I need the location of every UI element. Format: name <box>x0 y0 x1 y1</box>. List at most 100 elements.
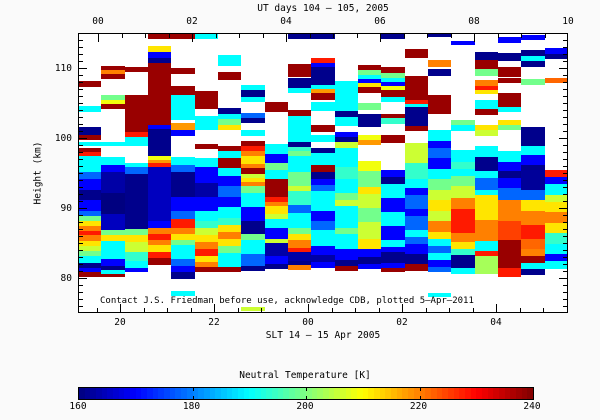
colorbar-segment <box>391 388 398 399</box>
heatmap-cell <box>101 142 125 146</box>
heatmap-cell <box>218 72 241 80</box>
colorbar-segment <box>175 388 182 399</box>
heatmap-cell <box>288 205 311 213</box>
heatmap-cell <box>241 234 265 240</box>
colorbar-segment <box>436 388 443 399</box>
heatmap-cell <box>521 263 545 269</box>
colorbar-segment <box>323 388 330 399</box>
heatmap-cell <box>288 151 311 156</box>
heatmap-cell <box>358 249 381 257</box>
heatmap-cell <box>311 191 335 211</box>
heatmap-cell <box>79 268 101 272</box>
heatmap-cell <box>218 225 241 232</box>
heatmap-cell <box>521 225 545 239</box>
axis-tick <box>79 89 83 90</box>
heatmap-cell <box>428 200 451 211</box>
heatmap-cell <box>79 179 101 190</box>
axis-tick <box>563 264 567 265</box>
axis-tick <box>566 308 568 312</box>
axis-tick <box>563 166 567 167</box>
heatmap-cell <box>101 95 125 100</box>
heatmap-cell <box>381 240 405 247</box>
heatmap-cell <box>311 185 335 191</box>
axis-tick <box>79 159 83 160</box>
heatmap-cell <box>428 267 451 272</box>
colorbar-segment <box>101 388 108 399</box>
heatmap-cell <box>451 268 475 274</box>
heatmap-cell <box>101 259 125 266</box>
heatmap-cell <box>148 52 171 58</box>
heatmap-cell <box>79 235 101 241</box>
heatmap-cell <box>428 60 451 67</box>
axis-tick <box>450 34 452 38</box>
heatmap-cell <box>358 70 381 75</box>
heatmap-cell <box>335 167 358 179</box>
plot-area: Contact J.S. Friedman before use, acknow… <box>78 33 568 313</box>
axis-tick <box>563 201 567 202</box>
axis-tick <box>79 222 83 223</box>
left-axis-tick-label: 110 <box>54 63 72 74</box>
heatmap-cell <box>311 63 335 67</box>
heatmap-cell <box>241 178 265 182</box>
heatmap-cell <box>381 82 405 86</box>
axis-tick <box>474 34 475 42</box>
axis-tick <box>308 304 309 312</box>
heatmap-cell <box>218 186 241 197</box>
heatmap-cell <box>335 179 358 193</box>
axis-tick <box>79 138 87 139</box>
heatmap-cell <box>241 182 265 186</box>
colorbar-segment <box>311 388 318 399</box>
heatmap-cell <box>195 228 218 235</box>
colorbar-segment <box>453 388 460 399</box>
heatmap-cell <box>475 195 498 220</box>
axis-tick <box>563 243 567 244</box>
heatmap-cell <box>195 167 218 183</box>
heatmap-cell <box>218 246 241 253</box>
heatmap-cell <box>148 63 171 125</box>
heatmap-cell <box>311 93 335 100</box>
axis-tick <box>79 215 83 216</box>
axis-tick <box>472 308 474 312</box>
heatmap-cell <box>288 265 311 270</box>
axis-tick <box>190 308 192 312</box>
axis-tick <box>559 278 567 279</box>
heatmap-cell <box>79 148 101 152</box>
heatmap-cell <box>218 55 241 66</box>
heatmap-cell <box>218 114 241 119</box>
axis-tick <box>79 54 83 55</box>
heatmap-cell <box>335 193 358 200</box>
heatmap-cell <box>405 100 428 104</box>
heatmap-cell <box>101 270 125 274</box>
axis-tick <box>79 292 83 293</box>
heatmap-cell <box>498 221 521 240</box>
colorbar-tick <box>419 388 421 391</box>
bottom-axis-tick-label: 04 <box>490 317 502 328</box>
heatmap-cell <box>545 170 567 177</box>
axis-tick <box>79 110 83 111</box>
heatmap-cell <box>498 67 521 77</box>
heatmap-cell <box>241 174 265 178</box>
colorbar-segment <box>164 388 171 399</box>
heatmap-cell <box>475 171 498 178</box>
heatmap-cell <box>241 168 265 174</box>
axis-tick <box>563 292 567 293</box>
heatmap-cell <box>125 67 148 72</box>
heatmap-cell <box>475 146 498 157</box>
heatmap-cell <box>335 132 358 137</box>
heatmap-cell <box>148 46 171 52</box>
heatmap-cell <box>79 216 101 221</box>
axis-tick <box>563 194 567 195</box>
axis-tick <box>79 285 83 286</box>
heatmap-cell <box>125 95 148 132</box>
heatmap-cell <box>195 249 218 256</box>
heatmap-cell <box>265 179 288 197</box>
colorbar-segment <box>447 388 455 399</box>
axis-tick <box>563 61 567 62</box>
heatmap-cell <box>428 239 451 246</box>
colorbar-segment <box>493 388 500 399</box>
heatmap-cell <box>381 73 405 78</box>
colorbar-segment <box>504 388 511 399</box>
heatmap-cell <box>405 244 428 254</box>
heatmap-cell <box>405 230 428 237</box>
heatmap-cell <box>171 86 195 95</box>
